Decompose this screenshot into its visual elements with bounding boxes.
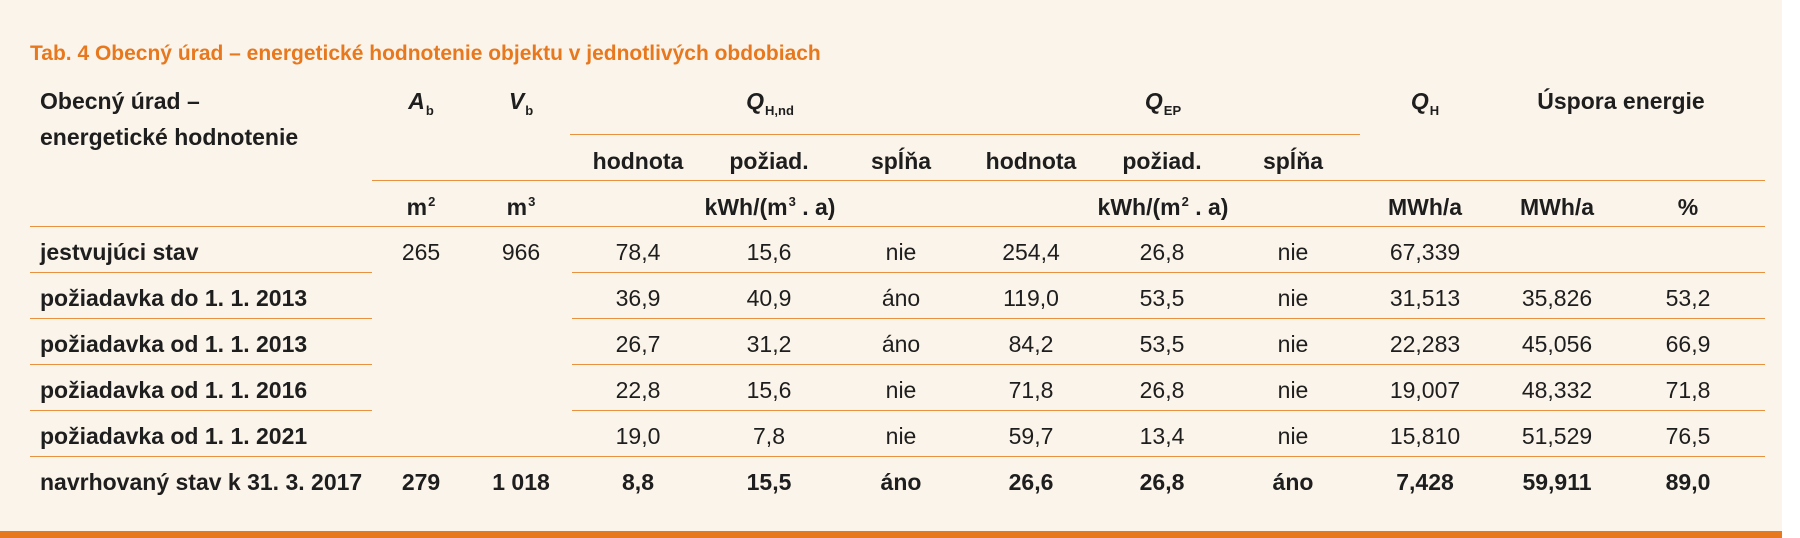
cell-saving-mwh: 45,056 <box>1521 331 1593 357</box>
unit-mwh-qh: MWh/a <box>1387 194 1463 220</box>
cell-qhnd-meets: áno <box>880 469 922 495</box>
cell-saving-percent: 76,5 <box>1665 423 1711 449</box>
units-top-rule <box>372 180 1765 181</box>
cell-qhnd-meets: nie <box>885 377 917 403</box>
cell-saving-percent: 89,0 <box>1665 469 1711 495</box>
cell-saving-percent: 66,9 <box>1665 331 1711 357</box>
cell-saving-mwh: 35,826 <box>1521 285 1593 311</box>
cell-saving-mwh: 51,529 <box>1521 423 1593 449</box>
cell-saving-mwh: 48,332 <box>1521 377 1593 403</box>
row-header-line2: energetické hodnotenie <box>40 124 299 150</box>
cell-qep-meets: nie <box>1277 423 1309 449</box>
cell-qep-meets: áno <box>1272 469 1314 495</box>
cell-qhnd-value: 26,7 <box>615 331 661 357</box>
subheader-rule <box>570 134 1360 135</box>
row-rule-full <box>30 456 1765 457</box>
cell-saving-percent: 71,8 <box>1665 377 1711 403</box>
cell-qep-meets: nie <box>1277 285 1309 311</box>
row-label: požiadavka od 1. 1. 2021 <box>40 423 308 449</box>
cell-qep-meets: nie <box>1277 331 1309 357</box>
cell-qep-requirement: 53,5 <box>1139 331 1185 357</box>
cell-qh: 67,339 <box>1389 239 1461 265</box>
row-rule-left <box>30 364 372 365</box>
cell-qhnd-value: 8,8 <box>622 469 654 495</box>
row-rule-left <box>30 410 372 411</box>
row-label: požiadavka od 1. 1. 2016 <box>40 377 308 403</box>
qep-poziad-header: požiad. <box>1122 148 1202 174</box>
row-rule-left <box>30 272 372 273</box>
cell-qep-value: 84,2 <box>1008 331 1054 357</box>
cell-qep-value: 59,7 <box>1008 423 1054 449</box>
header-bottom-rule <box>30 226 1765 227</box>
cell-saving-mwh: 59,911 <box>1522 469 1592 495</box>
row-rule-right <box>572 272 1765 273</box>
cell-qhnd-requirement: 40,9 <box>746 285 792 311</box>
cell-qhnd-requirement: 7,8 <box>753 423 785 449</box>
unit-percent: % <box>1677 194 1699 220</box>
unit-kwh-m3: kWh/(m3 . a) <box>704 194 836 220</box>
cell-saving-percent: 53,2 <box>1665 285 1711 311</box>
cell-qep-value: 119,0 <box>1003 285 1059 311</box>
row-label: požiadavka do 1. 1. 2013 <box>40 285 308 311</box>
uspora-header: Úspora energie <box>1537 88 1705 114</box>
ab-header: Ab <box>408 88 434 118</box>
qhnd-hodnota-header: hodnota <box>592 148 684 174</box>
cell-qep-requirement: 26,8 <box>1139 377 1185 403</box>
cell-qep-requirement: 13,4 <box>1139 423 1185 449</box>
cell-qhnd-requirement: 15,6 <box>746 239 792 265</box>
cell-vb: 966 <box>501 239 541 265</box>
page-edge <box>1782 0 1800 538</box>
cell-ab: 265 <box>401 239 441 265</box>
bottom-accent-bar <box>0 531 1800 538</box>
row-label: požiadavka od 1. 1. 2013 <box>40 331 308 357</box>
cell-qhnd-meets: áno <box>881 331 921 357</box>
cell-qh: 7,428 <box>1396 469 1454 495</box>
cell-qep-requirement: 26,8 <box>1139 239 1185 265</box>
row-rule-right <box>572 410 1765 411</box>
cell-qep-value: 71,8 <box>1008 377 1054 403</box>
qh-header: QH <box>1410 88 1440 118</box>
qep-header: QEP <box>1144 88 1182 118</box>
cell-qhnd-value: 19,0 <box>615 423 661 449</box>
qhnd-splna-header: spĺňa <box>870 148 932 174</box>
row-label: jestvujúci stav <box>40 239 199 265</box>
row-label: navrhovaný stav k 31. 3. 2017 <box>40 469 363 495</box>
table-title: Tab. 4 Obecný úrad – energetické hodnote… <box>30 42 821 65</box>
cell-qhnd-requirement: 31,2 <box>746 331 792 357</box>
vb-header: Vb <box>508 88 534 118</box>
cell-qh: 19,007 <box>1389 377 1461 403</box>
row-rule-right <box>572 318 1765 319</box>
row-header-line1: Obecný úrad – <box>40 88 200 114</box>
cell-qh: 22,283 <box>1389 331 1461 357</box>
cell-qhnd-meets: nie <box>885 239 917 265</box>
cell-vb: 1 018 <box>492 469 550 495</box>
cell-ab: 279 <box>401 469 441 495</box>
cell-qhnd-value: 78,4 <box>615 239 661 265</box>
cell-qhnd-requirement: 15,5 <box>746 469 792 495</box>
unit-mwh-saving: MWh/a <box>1519 194 1595 220</box>
cell-qhnd-value: 36,9 <box>615 285 661 311</box>
cell-qep-meets: nie <box>1277 239 1309 265</box>
qep-hodnota-header: hodnota <box>985 148 1077 174</box>
cell-qh: 15,810 <box>1389 423 1461 449</box>
qep-splna-header: spĺňa <box>1262 148 1324 174</box>
row-rule-right <box>572 364 1765 365</box>
cell-qhnd-meets: áno <box>881 285 921 311</box>
qhnd-poziad-header: požiad. <box>729 148 809 174</box>
cell-qep-requirement: 53,5 <box>1139 285 1185 311</box>
cell-qhnd-requirement: 15,6 <box>746 377 792 403</box>
cell-qep-requirement: 26,8 <box>1139 469 1185 495</box>
cell-qhnd-value: 22,8 <box>615 377 661 403</box>
row-rule-left <box>30 318 372 319</box>
cell-qhnd-meets: nie <box>885 423 917 449</box>
cell-qh: 31,513 <box>1389 285 1461 311</box>
unit-m3: m3 <box>506 194 536 220</box>
qhnd-header: QH,nd <box>746 88 794 118</box>
cell-qep-value: 26,6 <box>1008 469 1054 495</box>
unit-m2: m2 <box>406 194 436 220</box>
cell-qep-value: 254,4 <box>1002 239 1060 265</box>
unit-kwh-m2: kWh/(m2 . a) <box>1097 194 1229 220</box>
cell-qep-meets: nie <box>1277 377 1309 403</box>
